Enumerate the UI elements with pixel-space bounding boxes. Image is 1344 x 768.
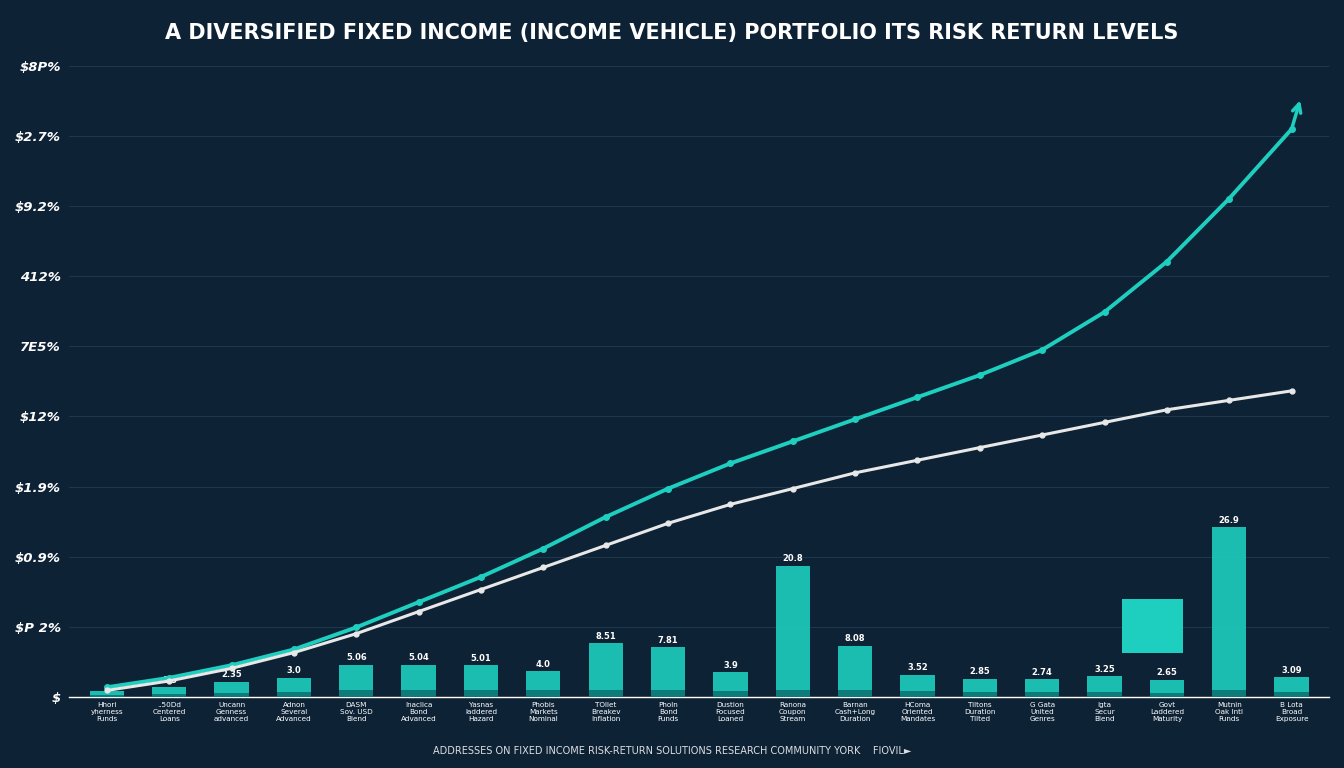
Bar — [215, 693, 249, 697]
Text: 7.81: 7.81 — [657, 636, 679, 645]
Bar — [402, 690, 435, 697]
Bar — [402, 665, 435, 697]
Bar — [1025, 680, 1059, 697]
Text: 3.0: 3.0 — [286, 667, 301, 675]
Bar — [1149, 680, 1184, 697]
Bar — [1025, 693, 1059, 697]
Bar — [215, 682, 249, 697]
Bar — [900, 674, 934, 697]
Bar — [90, 691, 124, 697]
Bar — [837, 646, 872, 697]
Text: 2.65: 2.65 — [1156, 668, 1177, 677]
Bar — [775, 690, 810, 697]
Bar — [464, 690, 499, 697]
Bar — [650, 690, 685, 697]
Bar — [714, 690, 747, 697]
Bar — [464, 665, 499, 697]
Bar — [1212, 690, 1246, 697]
Text: 4.0: 4.0 — [536, 660, 551, 669]
Text: 5.01: 5.01 — [470, 654, 492, 663]
Text: 2.74: 2.74 — [1032, 668, 1052, 677]
Bar — [90, 695, 124, 697]
Text: 5.04: 5.04 — [409, 654, 429, 663]
Bar — [1212, 527, 1246, 697]
Bar — [527, 671, 560, 697]
Bar — [962, 679, 997, 697]
Bar — [152, 694, 187, 697]
Bar — [527, 690, 560, 697]
Bar — [277, 678, 310, 697]
Bar — [1149, 693, 1184, 697]
Text: 5.06: 5.06 — [345, 654, 367, 662]
Text: ADDRESSES ON FIXED INCOME RISK-RETURN SOLUTIONS RESEARCH COMMUNITY YORK    FIOVI: ADDRESSES ON FIXED INCOME RISK-RETURN SO… — [433, 746, 911, 756]
Text: 1.5: 1.5 — [161, 676, 176, 685]
Bar — [775, 565, 810, 697]
Text: 2.35: 2.35 — [222, 670, 242, 680]
Bar — [339, 690, 374, 697]
Text: 2.85: 2.85 — [969, 667, 991, 677]
Text: 20.8: 20.8 — [782, 554, 804, 563]
Bar — [1274, 677, 1309, 697]
Bar — [589, 643, 622, 697]
Bar — [1087, 692, 1122, 697]
Bar — [1087, 677, 1122, 697]
Text: 3.52: 3.52 — [907, 663, 927, 672]
Text: 8.51: 8.51 — [595, 631, 616, 641]
Bar — [650, 647, 685, 697]
Bar — [152, 687, 187, 697]
Text: A DIVERSIFIED FIXED INCOME (INCOME VEHICLE) PORTFOLIO ITS RISK RETURN LEVELS: A DIVERSIFIED FIXED INCOME (INCOME VEHIC… — [165, 23, 1179, 43]
Bar — [339, 665, 374, 697]
Text: 3.09: 3.09 — [1281, 666, 1302, 675]
Bar — [589, 690, 622, 697]
Bar — [837, 690, 872, 697]
Bar — [962, 692, 997, 697]
Text: 3.9: 3.9 — [723, 660, 738, 670]
Bar — [1274, 692, 1309, 697]
Bar — [714, 672, 747, 697]
Text: 26.9: 26.9 — [1219, 515, 1239, 525]
Text: 3.25: 3.25 — [1094, 665, 1116, 674]
Text: 8.08: 8.08 — [845, 634, 866, 644]
Bar — [900, 691, 934, 697]
Bar — [277, 692, 310, 697]
